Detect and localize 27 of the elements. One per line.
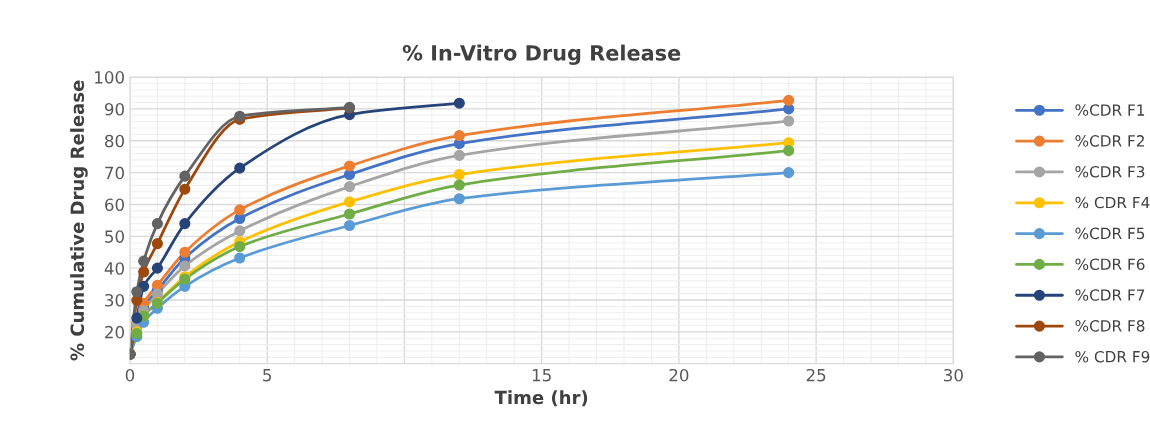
y-tick-label: 70 bbox=[105, 166, 124, 180]
y-tick-label: 20 bbox=[105, 325, 124, 339]
legend-label: %CDR F3 bbox=[1075, 165, 1145, 178]
legend-label: %CDR F2 bbox=[1075, 135, 1144, 147]
y-tick-label: 60 bbox=[105, 198, 124, 212]
y-tick-label: 90 bbox=[104, 102, 124, 116]
x-tick-label: 25 bbox=[806, 368, 826, 382]
legend-label: %CDR F5 bbox=[1075, 227, 1145, 240]
y-tick-label: 50 bbox=[105, 230, 124, 243]
legend-label: %CDR F8 bbox=[1075, 320, 1145, 332]
x-axis-title: Time (hr) bbox=[494, 390, 588, 407]
legend-label: % CDR F4 bbox=[1075, 196, 1150, 209]
legend-label: %CDR F1 bbox=[1075, 104, 1145, 116]
legend-label: %CDR F6 bbox=[1075, 258, 1145, 270]
legend-label: %CDR F7 bbox=[1075, 289, 1145, 301]
chart-title: % In-Vitro Drug Release bbox=[402, 44, 681, 65]
y-tick-label: 40 bbox=[104, 262, 124, 275]
x-tick-label: 20 bbox=[669, 368, 689, 382]
x-tick-label: 5 bbox=[263, 369, 272, 382]
y-axis-title: % Cumulative Drug Release bbox=[70, 80, 88, 361]
y-tick-label: 80 bbox=[105, 134, 124, 148]
x-tick-label: 30 bbox=[944, 368, 963, 382]
x-tick-label: 15 bbox=[532, 369, 551, 382]
x-tick-label: 0 bbox=[125, 368, 135, 382]
legend-label: % CDR F9 bbox=[1075, 350, 1150, 363]
y-tick-label: 100 bbox=[95, 71, 124, 84]
y-tick-label: 30 bbox=[105, 293, 124, 307]
